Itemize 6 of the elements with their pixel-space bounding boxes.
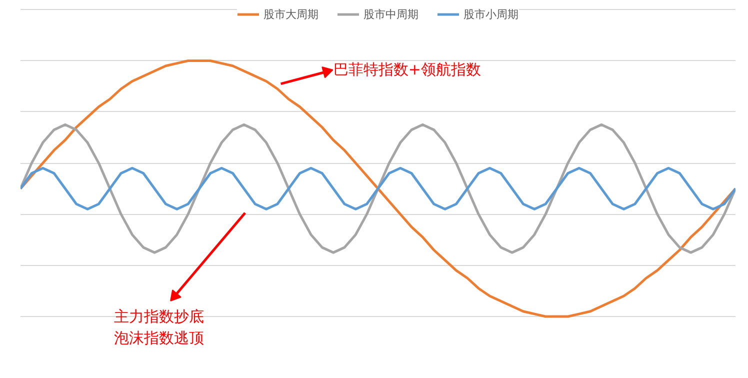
- text: 泡沫指数逃顶: [114, 329, 204, 348]
- legend-label: 股市大周期: [264, 6, 318, 22]
- annotation: 主力指数抄底: [114, 307, 204, 326]
- legend-label: 股市中周期: [364, 6, 418, 22]
- legend-label: 股市小周期: [464, 6, 518, 22]
- annotation: 巴菲特指数+领航指数: [333, 60, 481, 79]
